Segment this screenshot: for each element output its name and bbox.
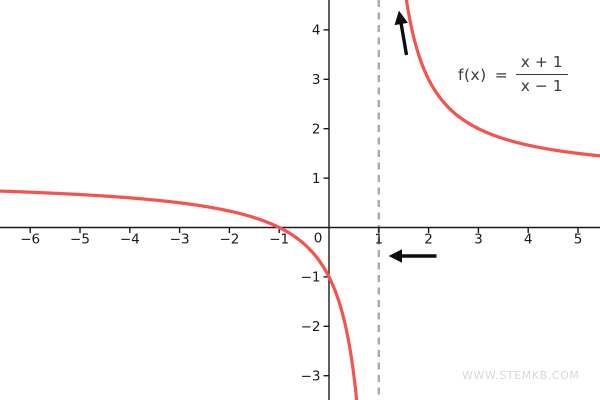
x-tick-label: 1 xyxy=(375,232,384,248)
formula-fraction: x + 1 x − 1 xyxy=(515,53,568,97)
x-tick-label: −5 xyxy=(70,232,90,248)
x-tick-label: 2 xyxy=(424,232,433,248)
arrow-up-icon xyxy=(394,10,409,56)
formula-denominator: x − 1 xyxy=(520,77,563,96)
x-tick-label: −6 xyxy=(20,232,40,248)
formula-lhs: f(x) xyxy=(458,65,487,84)
curve-left-branch xyxy=(0,189,359,400)
y-tick-label: 2 xyxy=(312,122,321,138)
y-tick-label: 4 xyxy=(312,23,321,39)
formula-equals-sign: = xyxy=(494,65,508,84)
function-formula: f(x) = x + 1 x − 1 xyxy=(458,53,568,97)
curve-right-branch xyxy=(404,0,600,158)
arrows-layer xyxy=(388,10,437,263)
y-tick-label: −2 xyxy=(301,319,321,335)
x-tick-label: −3 xyxy=(170,232,190,248)
y-tick-label: 1 xyxy=(312,171,321,187)
x-tick-label: 4 xyxy=(524,232,533,248)
y-tick-label: −3 xyxy=(301,369,321,385)
x-tick-label: 5 xyxy=(574,232,583,248)
ticks-layer: −6 −5 −4 −3 −2 −1 1 2 3 4 5 −3 −2 −1 1 2 3 4 0 xyxy=(20,23,582,385)
x-tick-label: −2 xyxy=(219,232,239,248)
origin-label: 0 xyxy=(314,231,323,247)
x-tick-label: 3 xyxy=(474,232,483,248)
x-tick-label: −4 xyxy=(120,232,140,248)
watermark: WWW.STEMKB.COM xyxy=(462,369,580,382)
formula-numerator: x + 1 xyxy=(515,53,568,76)
x-tick-label: −1 xyxy=(269,232,289,248)
y-tick-label: 3 xyxy=(312,72,321,88)
y-tick-label: −1 xyxy=(301,270,321,286)
